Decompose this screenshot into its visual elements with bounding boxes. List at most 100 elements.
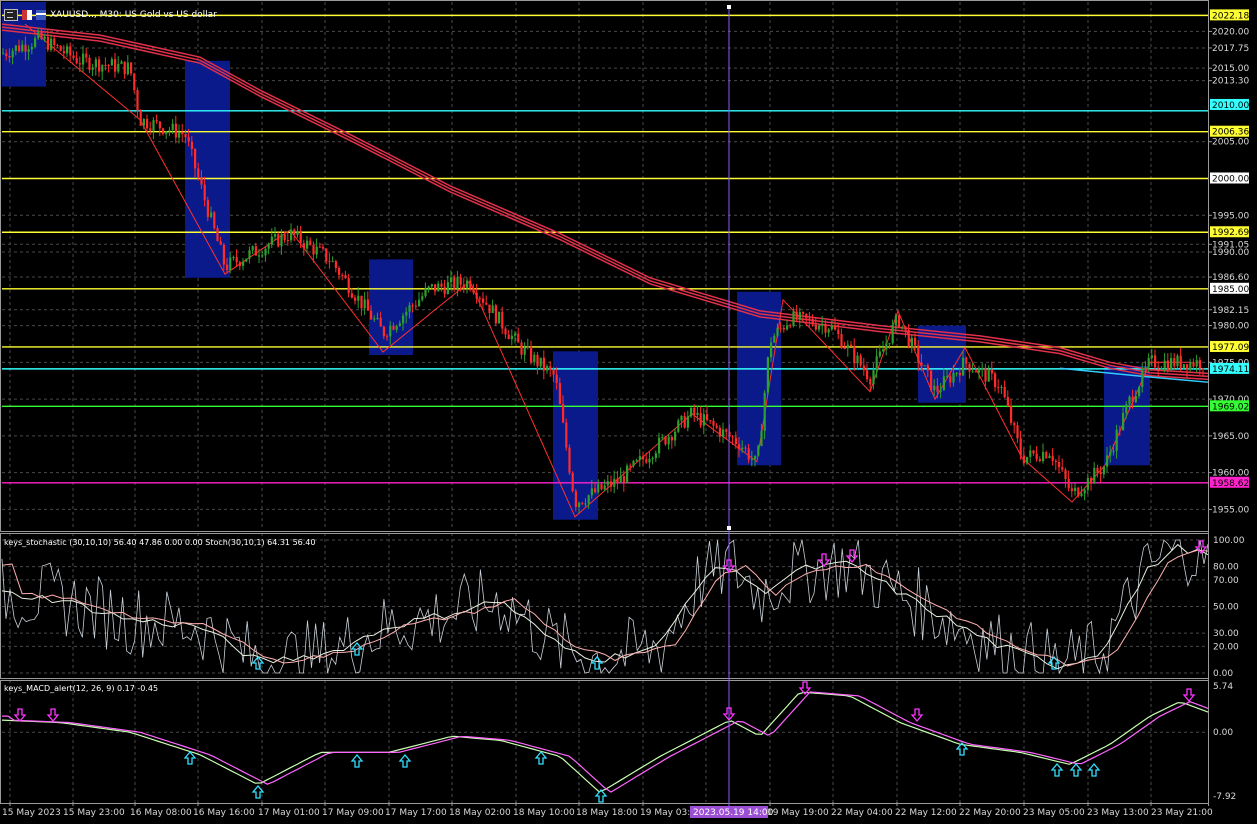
price-level-tag-label: 1958.62 — [1212, 479, 1249, 489]
candle-body — [914, 337, 917, 346]
candle-body — [562, 404, 565, 423]
candle-body — [1086, 477, 1089, 490]
candle-body — [482, 298, 485, 303]
time-tick-label: 16 May 16:00 — [193, 808, 255, 818]
candle-body — [1198, 360, 1201, 369]
candle-body — [1000, 386, 1003, 388]
candle-body — [1042, 452, 1045, 462]
candle-body — [805, 313, 808, 319]
candle-body — [789, 325, 792, 327]
candle-body — [40, 31, 43, 39]
candle-body — [578, 502, 581, 508]
candle-body — [850, 344, 853, 347]
candle-body — [1058, 461, 1061, 468]
candle-body — [904, 326, 907, 330]
chart-title-bar: XAUUSD.., M30: US Gold vs US dollar — [4, 7, 217, 23]
price-level-tag — [1210, 362, 1249, 374]
symbol-flag-icon — [22, 10, 32, 20]
candle-body — [747, 448, 750, 460]
candle-body — [923, 365, 926, 367]
candle-body — [1064, 469, 1067, 480]
chart-menu-icon[interactable] — [4, 9, 18, 21]
candle-body — [859, 355, 862, 366]
candle-body — [894, 315, 897, 326]
candle-body — [501, 311, 504, 329]
up-arrow-icon — [594, 788, 608, 803]
candle-body — [866, 370, 869, 380]
stochastic-tick-label: 80.00 — [1213, 563, 1239, 573]
candle-body — [808, 318, 811, 320]
candle-body — [43, 36, 46, 39]
up-arrow-icon — [398, 753, 412, 768]
candle-body — [837, 329, 840, 335]
up-arrow-icon — [590, 655, 604, 670]
candle-body — [1077, 487, 1080, 497]
candle-body — [683, 415, 686, 428]
macd-label: keys_MACD_alert(12, 26, 9) 0.17 -0.45 — [4, 684, 159, 693]
candle-body — [302, 243, 305, 249]
candle-body — [926, 365, 929, 371]
candle-body — [181, 132, 184, 135]
candle-body — [1010, 406, 1013, 424]
candle-body — [18, 45, 21, 52]
candle-body — [494, 305, 497, 324]
stochastic-panel — [1, 539, 1209, 675]
horizontal-levels[interactable] — [2, 14, 1208, 484]
candle-body — [270, 236, 273, 245]
candle-body — [766, 357, 769, 393]
candle-body — [357, 295, 360, 301]
candle-body — [1067, 479, 1070, 489]
candle-body — [757, 446, 760, 456]
candle-body — [27, 49, 30, 52]
candle-body — [680, 415, 683, 421]
macd-tick-label: 5.74 — [1213, 682, 1233, 692]
candle-body — [568, 447, 571, 473]
candle-body — [827, 329, 830, 333]
candle-body — [773, 335, 776, 343]
price-tick-label: 1991.05 — [1212, 240, 1249, 250]
candle-body — [699, 412, 702, 426]
candle-body — [1147, 358, 1150, 367]
candle-body — [750, 459, 753, 461]
up-arrow-icon — [251, 655, 265, 670]
down-arrow-icon — [722, 559, 736, 574]
candle-body — [597, 484, 600, 493]
time-tick-label: 18 May 02:00 — [449, 808, 511, 818]
down-arrow-icon — [13, 708, 27, 723]
down-arrow-icon — [1182, 688, 1196, 703]
candle-body — [37, 31, 40, 38]
candle-body — [853, 346, 856, 364]
candle-body — [1080, 493, 1083, 497]
crosshair-handle-top — [727, 5, 731, 9]
candle-body — [197, 168, 200, 178]
candle-body — [408, 305, 411, 312]
candle-body — [504, 328, 507, 335]
candle-body — [939, 390, 942, 392]
candle-body — [1134, 395, 1137, 403]
candle-body — [734, 437, 737, 445]
candle-body — [414, 305, 417, 307]
price-tick-label: 1970.00 — [1212, 395, 1249, 405]
candle-body — [1035, 453, 1038, 460]
candle-body — [1048, 455, 1051, 458]
candle-body — [955, 372, 958, 374]
candle-body — [136, 89, 139, 111]
candle-body — [389, 325, 392, 337]
candle-body — [514, 333, 517, 336]
candle-body — [843, 347, 846, 349]
candle-body — [920, 362, 923, 366]
candle-body — [936, 385, 939, 392]
zone-box — [369, 259, 413, 355]
candle-body — [171, 123, 174, 131]
price-tick-label: 1995.00 — [1212, 211, 1249, 221]
candle-body — [718, 427, 721, 437]
candle-body — [24, 44, 27, 52]
candle-body — [341, 274, 344, 276]
candle-body — [622, 476, 625, 484]
candle-body — [82, 53, 85, 65]
candle-body — [85, 53, 88, 58]
candle-body — [222, 244, 225, 265]
crosshair-vertical[interactable] — [727, 5, 731, 812]
